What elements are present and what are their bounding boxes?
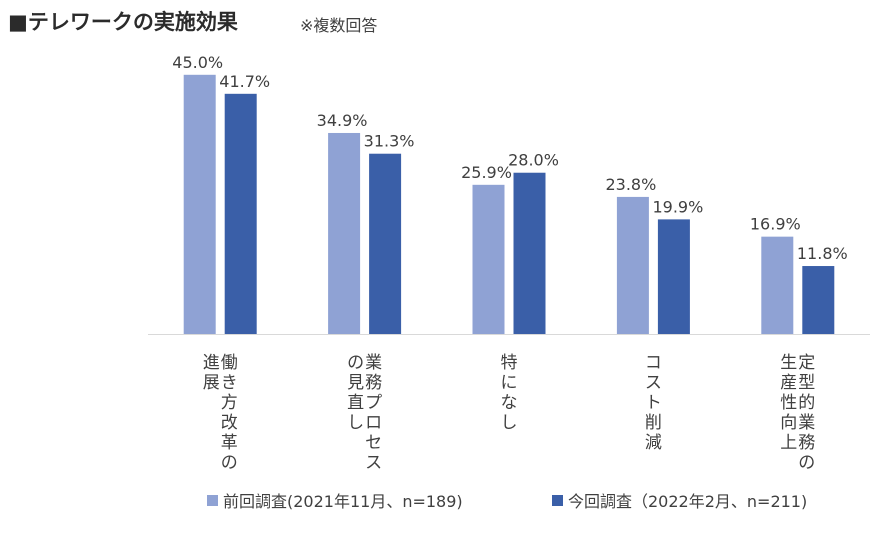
bar-series1-0 [224, 93, 257, 334]
category-label-char: 革 [221, 433, 238, 453]
category-label-char: 務 [798, 433, 815, 453]
category-label-char: 上 [780, 433, 797, 453]
legend-label-current: 今回調査（2022年2月、n=211) [568, 492, 808, 511]
category-label-char: 業 [798, 413, 815, 433]
category-label-char: 方 [221, 393, 238, 413]
category-label-char: 見 [347, 373, 364, 393]
data-label-series0-0: 45.0% [172, 53, 223, 72]
legend-label-previous: 前回調査(2021年11月、n=189) [223, 492, 463, 511]
category-label-char: 進 [203, 353, 220, 373]
category-label-char: し [501, 413, 518, 433]
bar-series1-4 [802, 266, 835, 334]
category-label-char: 生 [780, 353, 797, 373]
data-label-series0-3: 23.8% [605, 175, 656, 194]
bar-series1-3 [657, 219, 690, 334]
bar-series0-1 [328, 132, 361, 334]
bar-series1-2 [513, 172, 546, 334]
data-label-series1-0: 41.7% [219, 72, 270, 91]
data-label-series1-3: 19.9% [652, 197, 703, 216]
category-label-char: 性 [780, 393, 797, 413]
category-label-char: に [501, 373, 518, 393]
category-label-char: 直 [347, 393, 364, 413]
bar-series0-3 [616, 196, 649, 334]
category-label-char: 改 [221, 413, 238, 433]
legend-item-previous: 前回調査(2021年11月、n=189) [207, 488, 463, 512]
data-label-series1-2: 28.0% [508, 151, 559, 170]
category-label-char: 働 [221, 353, 238, 373]
data-label-series0-1: 34.9% [317, 111, 368, 130]
category-label-char: 産 [780, 373, 797, 393]
data-label-series0-4: 16.9% [750, 215, 801, 234]
category-label-char: ロ [365, 413, 382, 433]
data-label-series1-1: 31.3% [364, 132, 415, 151]
chart-title: ■テレワークの実施効果 [8, 10, 238, 34]
category-label-char: 減 [645, 433, 662, 453]
category-label-char: 的 [798, 393, 815, 413]
category-label-char: 削 [645, 413, 662, 433]
category-label-char: 務 [365, 373, 382, 393]
category-label-char: の [347, 353, 364, 373]
category-label-char: 向 [780, 413, 797, 433]
category-label-char: の [798, 453, 815, 473]
category-label-char: 展 [203, 373, 220, 393]
category-label-char: 特 [501, 353, 518, 373]
bar-series0-0 [183, 74, 216, 335]
category-label-char: ス [645, 373, 662, 393]
chart-subtitle: ※複数回答 [300, 16, 378, 35]
category-label-char: プ [365, 393, 382, 413]
category-label-char: コ [645, 353, 662, 373]
category-label-char: 型 [798, 373, 815, 393]
category-label-char: の [221, 453, 238, 473]
legend-swatch-previous [207, 494, 218, 506]
category-label-char: ト [645, 393, 662, 413]
data-label-series0-2: 25.9% [461, 163, 512, 182]
data-label-series1-4: 11.8% [797, 244, 848, 263]
legend-item-current: 今回調査（2022年2月、n=211) [552, 488, 807, 512]
category-label-char: し [347, 413, 364, 433]
category-label-char: 業 [365, 353, 382, 373]
bar-series1-1 [369, 153, 402, 334]
category-label-char: 定 [798, 353, 815, 373]
category-label-char: セ [365, 433, 382, 453]
bar-series0-2 [472, 184, 505, 334]
bar-series0-4 [761, 236, 794, 334]
legend-swatch-current [552, 494, 563, 506]
category-label-char: き [221, 373, 238, 393]
category-label-char: な [501, 393, 518, 413]
category-label-char: ス [365, 453, 382, 473]
